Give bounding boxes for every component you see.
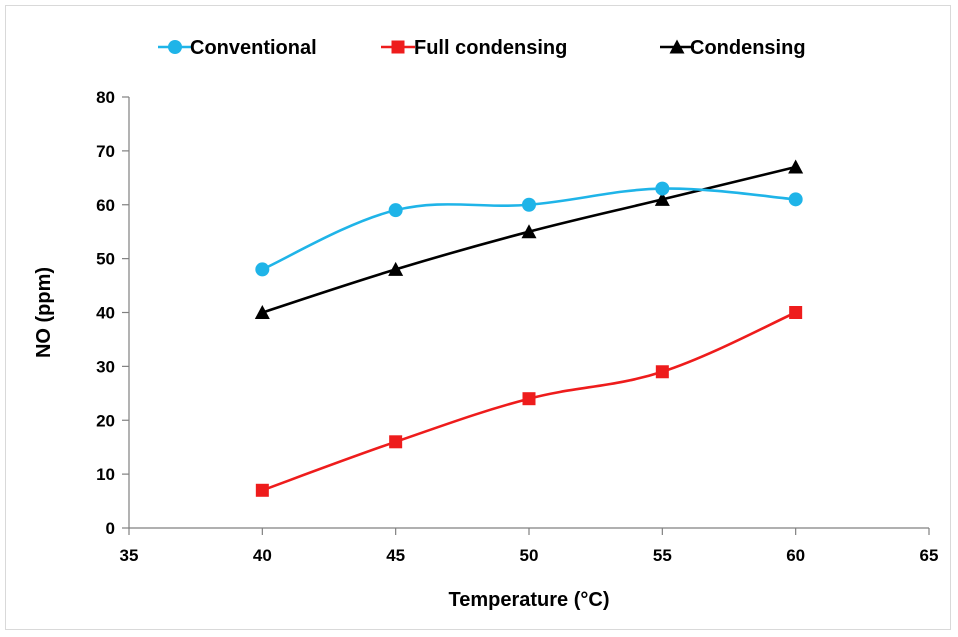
legend-item: Conventional: [158, 37, 317, 59]
series-conventional: [255, 181, 803, 277]
y-axis-title: NO (ppm): [33, 267, 55, 358]
data-point: [655, 365, 669, 379]
x-tick-label: 60: [786, 546, 805, 565]
data-point: [522, 392, 536, 406]
y-tick-label: 80: [96, 88, 115, 107]
x-tick-label: 40: [253, 546, 272, 565]
legend-label: Conventional: [190, 37, 317, 59]
data-point: [789, 306, 803, 319]
x-tick-label: 55: [653, 546, 672, 565]
data-point: [255, 262, 270, 277]
data-point: [254, 305, 270, 319]
x-tick-label: 35: [120, 546, 139, 565]
legend: Conventional Full condensing Condensing: [158, 37, 806, 59]
legend-label: Full condensing: [414, 37, 567, 59]
y-tick-label: 30: [96, 357, 115, 376]
plot-area: [254, 159, 804, 497]
legend-marker: [168, 40, 182, 54]
y-tick-label: 40: [96, 304, 115, 323]
data-point: [654, 191, 670, 206]
y-tick-label: 0: [106, 519, 115, 538]
x-tick-label: 45: [386, 546, 405, 565]
x-tick-label: 65: [920, 546, 939, 565]
data-point: [788, 192, 803, 207]
data-point: [788, 159, 804, 174]
data-point: [388, 261, 404, 276]
data-point: [389, 435, 403, 449]
legend-item: Full condensing: [381, 37, 567, 59]
y-tick-label: 50: [96, 250, 115, 269]
series-line: [261, 165, 796, 314]
legend-marker: [669, 39, 685, 54]
x-tick-label: 50: [520, 546, 539, 565]
data-point: [521, 224, 537, 239]
data-point: [255, 483, 269, 497]
y-tick-label: 10: [96, 465, 115, 484]
x-axis-title: Temperature (°C): [449, 589, 610, 611]
axes: 0 10 20 30 40 50 60 70 80 35 40 45 50 55 60 65 Tempera…: [33, 88, 938, 611]
series-full-condensing: [255, 306, 803, 497]
legend-item: Condensing: [660, 37, 806, 59]
legend-marker: [391, 40, 405, 54]
y-ticks: 0 10 20 30 40 50 60 70 80: [96, 88, 129, 538]
y-tick-label: 20: [96, 411, 115, 430]
y-tick-label: 70: [96, 142, 115, 161]
data-point: [655, 181, 670, 196]
data-point: [522, 197, 536, 212]
data-point: [388, 203, 403, 218]
y-tick-label: 60: [96, 196, 115, 215]
legend-label: Condensing: [690, 37, 806, 59]
x-ticks: 35 40 45 50 55 60 65: [120, 528, 939, 565]
series-condensing: [254, 159, 804, 319]
